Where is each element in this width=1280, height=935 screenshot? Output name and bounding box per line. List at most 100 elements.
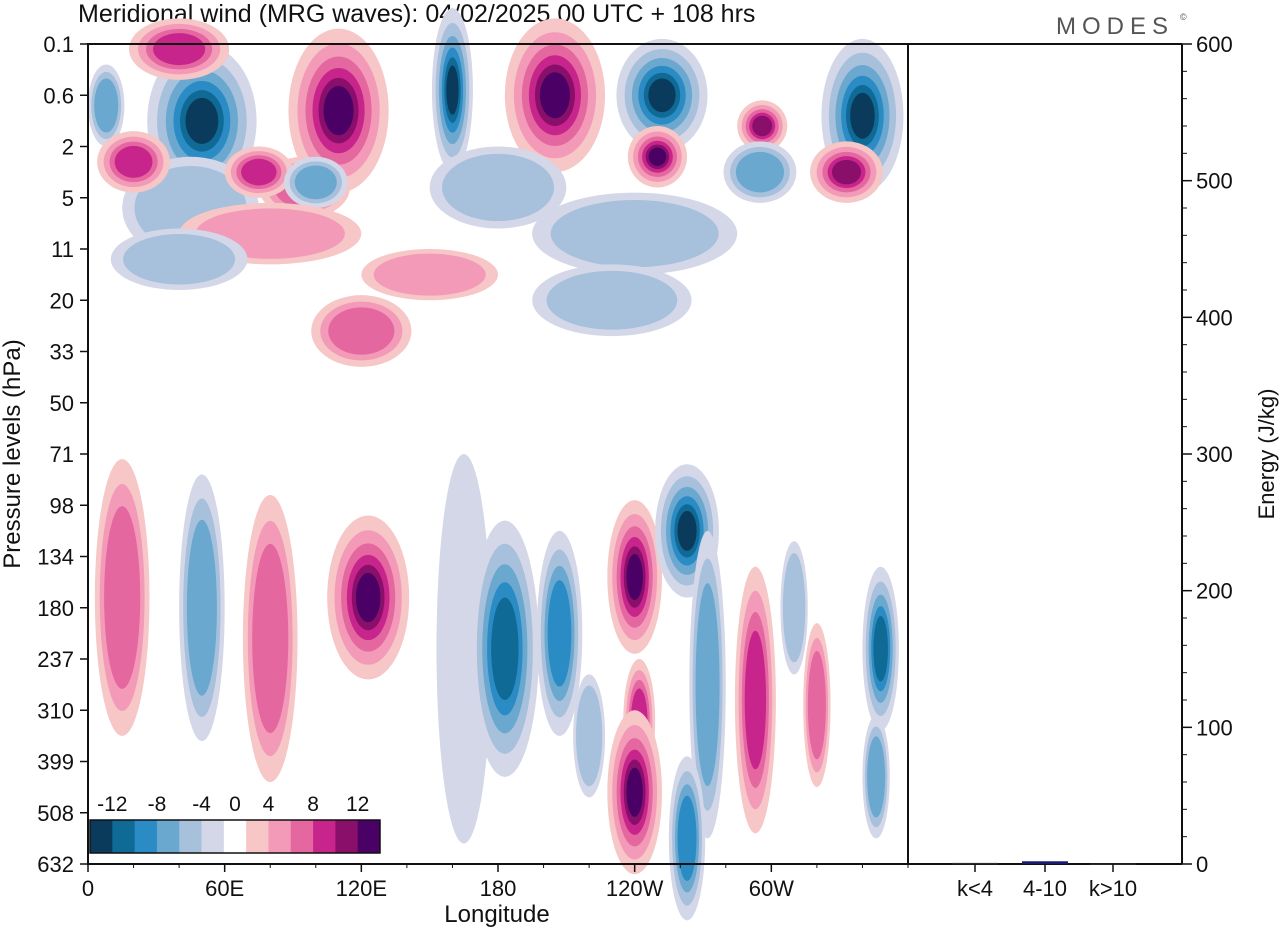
colorbar-swatch — [179, 820, 203, 853]
contour-level — [752, 115, 773, 137]
energy-tick-label: 600 — [1196, 32, 1233, 57]
contour-blob — [734, 566, 776, 834]
contour-level — [104, 506, 141, 689]
contour-blob — [616, 38, 708, 152]
energy-category-label: 4-10 — [1023, 876, 1067, 901]
contour-level — [695, 583, 720, 787]
colorbar-swatch — [134, 820, 158, 853]
contour-blob — [311, 295, 412, 367]
contour-level — [550, 200, 719, 268]
contour-blob — [810, 141, 883, 203]
y-tick-label: 33 — [50, 340, 74, 365]
y-tick-label: 508 — [37, 801, 74, 826]
contour-level — [294, 165, 337, 200]
contour-blob — [504, 18, 606, 173]
contour-blob — [242, 495, 298, 782]
x-tick-label: 180 — [480, 876, 517, 901]
contour-blob — [532, 264, 692, 337]
colorbar-label: 4 — [263, 793, 275, 816]
y-tick-label: 5 — [62, 186, 74, 211]
contour-blob — [179, 474, 225, 741]
y-tick-label: 71 — [50, 442, 74, 467]
colorbar-swatch — [357, 820, 381, 853]
colorbar-swatch — [246, 820, 269, 853]
contour-level — [626, 553, 643, 601]
x-tick-label: 120E — [336, 876, 387, 901]
contour-blob — [88, 64, 125, 147]
colorbar-label: -8 — [148, 793, 167, 816]
contour-level — [782, 553, 806, 663]
colorbar-swatch — [223, 820, 247, 853]
contour-level — [867, 736, 886, 818]
contour-blob — [821, 38, 904, 193]
contour-blob — [780, 541, 808, 675]
contour-blob — [737, 100, 788, 152]
contour-blob — [607, 710, 663, 875]
contour-blob — [655, 464, 719, 598]
x-axis: 0 60E 120E 180 120W 60W — [82, 864, 909, 901]
y-tick-label: 632 — [37, 852, 74, 877]
y-tick-label: 237 — [37, 647, 74, 672]
contour-level — [491, 597, 519, 700]
y-tick-label: 0.1 — [43, 32, 74, 57]
contour-level — [241, 158, 277, 186]
x-tick-label: 120W — [606, 876, 664, 901]
contour-level — [373, 253, 486, 296]
x-tick-label: 0 — [82, 876, 94, 901]
contour-blob — [288, 28, 389, 193]
y-tick-label: 2 — [62, 135, 74, 160]
colorbar-swatch — [268, 820, 292, 853]
colorbar-swatch — [156, 820, 180, 853]
brand-name: MODES — [1056, 13, 1174, 40]
contour-level — [328, 307, 395, 355]
y-tick-label: 11 — [51, 237, 74, 262]
contour-level — [735, 151, 784, 193]
contour-level — [123, 234, 236, 285]
contour-blob — [536, 530, 583, 736]
colorbar-label: 0 — [229, 793, 241, 816]
contour-blob — [668, 756, 706, 921]
contour-blob — [110, 228, 248, 290]
contour-level — [873, 615, 888, 682]
energy-bar — [1022, 861, 1068, 864]
colorbar-legend: -12 -8 -4 0 4 8 12 — [89, 793, 381, 854]
y-axis-label: Pressure levels (hPa) — [0, 339, 26, 568]
contour-blob — [431, 8, 473, 173]
colorbar-label: 8 — [307, 793, 319, 816]
contour-level — [831, 159, 862, 185]
heatmap-contours — [88, 8, 904, 921]
contour-level — [807, 651, 826, 760]
brand-logo: MODES © — [1056, 12, 1187, 40]
contour-blob — [470, 520, 539, 777]
energy-category-label: k<4 — [957, 876, 993, 901]
y-tick-label: 399 — [37, 750, 74, 775]
colorbar-label: 12 — [346, 793, 369, 816]
y-tick-label: 310 — [37, 698, 74, 723]
contour-blob — [723, 141, 797, 203]
brand-mark: © — [1180, 12, 1187, 22]
contour-level — [850, 92, 875, 139]
contour-blob — [436, 454, 492, 844]
contour-level — [186, 519, 217, 696]
colorbar-label: -4 — [192, 793, 211, 816]
contour-level — [252, 543, 289, 734]
colorbar-swatch — [90, 820, 113, 853]
contour-blob — [129, 18, 230, 80]
contour-blob — [429, 146, 567, 229]
y-tick-label: 180 — [37, 596, 74, 621]
contour-blob — [327, 515, 410, 680]
contour-level — [185, 97, 219, 144]
colorbar-frame — [89, 819, 381, 854]
contour-blob — [361, 249, 498, 301]
x-tick-label: 60E — [205, 876, 244, 901]
contour-blob — [97, 131, 170, 193]
energy-tick-label: 500 — [1196, 169, 1233, 194]
contour-level — [94, 78, 119, 133]
colorbar-swatch — [335, 820, 359, 853]
y-tick-label: 98 — [50, 493, 74, 518]
contour-level — [436, 454, 492, 844]
energy-tick-label: 300 — [1196, 442, 1233, 467]
contour-level — [539, 72, 570, 119]
